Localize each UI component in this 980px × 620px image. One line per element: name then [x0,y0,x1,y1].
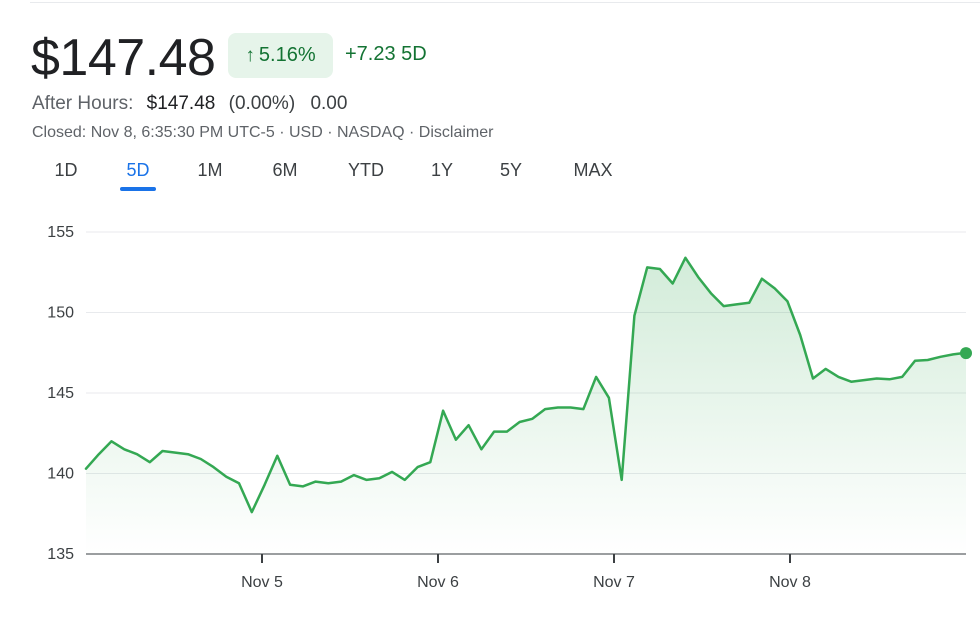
tab-5y[interactable]: 5Y [499,160,523,180]
change-absolute: +7.23 5D [345,43,427,65]
price-line [84,256,968,514]
tab-ytd[interactable]: YTD [348,160,384,180]
y-tick-label: 135 [47,546,74,563]
tab-1y[interactable]: 1Y [430,160,454,180]
after-hours-label: After Hours: [32,93,134,114]
last-price-marker [960,347,972,360]
after-hours-change: 0.00 [310,93,348,114]
price-chart[interactable]: 155 150 145 140 135 Nov 5 Nov 6 Nov 7 Nov 8 [0,200,980,610]
after-hours-price: $147.48 [146,93,216,114]
after-hours-row: After Hours: $147.48 (0.00%) 0.00 [32,93,347,115]
after-hours-percent: (0.00%) [228,93,296,114]
y-tick-label: 150 [47,305,74,322]
time-range-tabs: 1D 5D 1M 6M YTD 1Y 5Y MAX [0,160,700,196]
x-tick-label: Nov 5 [241,574,283,591]
y-tick-label: 140 [47,466,74,483]
change-percent: 5.16% [258,44,316,66]
tab-5d[interactable]: 5D [126,160,150,180]
y-tick-label: 155 [47,224,74,241]
x-tick-label: Nov 7 [593,574,635,591]
y-tick-label: 145 [47,385,74,402]
tab-6m[interactable]: 6M [272,160,298,180]
x-axis: Nov 5 Nov 6 Nov 7 Nov 8 [241,554,811,591]
price-area-fill [86,257,966,554]
change-percent-badge: ↑ 5.16% [228,33,333,78]
y-axis: 155 150 145 140 135 [47,224,74,563]
x-tick-label: Nov 6 [417,574,459,591]
x-tick-label: Nov 8 [769,574,811,591]
arrow-up-icon: ↑ [245,44,255,66]
current-price: $147.48 [31,29,216,87]
tab-1d[interactable]: 1D [54,160,78,180]
active-tab-indicator [120,187,156,191]
tab-max[interactable]: MAX [573,160,613,180]
tab-1m[interactable]: 1M [197,160,223,180]
top-divider [30,2,980,3]
market-status-line: Closed: Nov 8, 6:35:30 PM UTC-5 · USD · … [32,124,494,141]
